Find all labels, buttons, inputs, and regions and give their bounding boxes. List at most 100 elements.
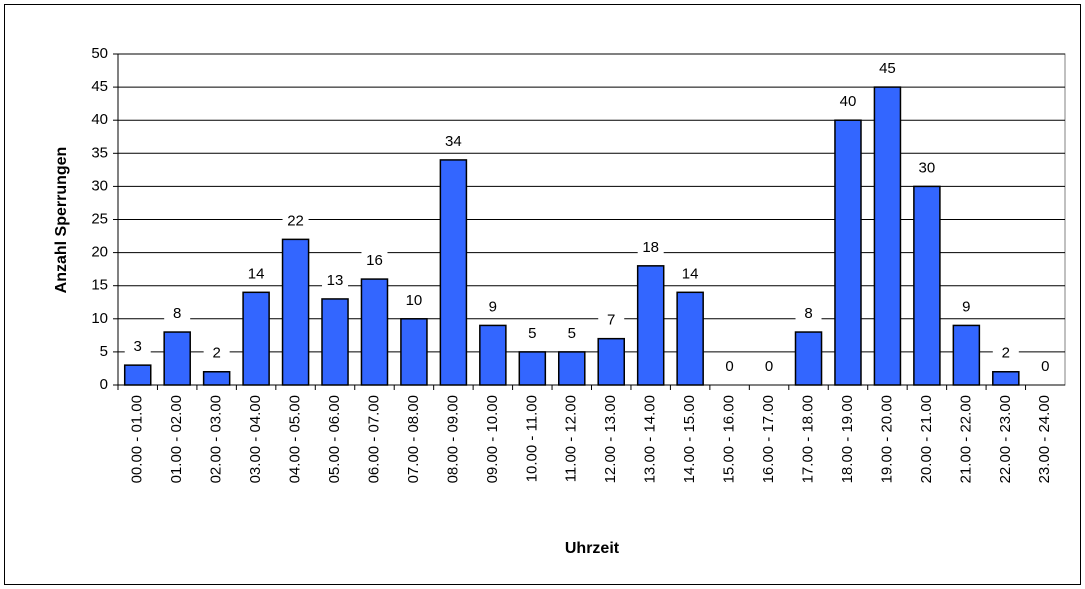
y-tick-label: 40 <box>91 111 108 128</box>
data-label-bg <box>282 211 309 232</box>
y-tick-label: 10 <box>91 310 108 327</box>
data-label: 5 <box>528 325 536 342</box>
data-label: 0 <box>765 358 773 375</box>
data-label-bg <box>164 304 191 325</box>
data-label-bg <box>874 59 901 80</box>
data-label: 2 <box>1002 345 1010 362</box>
data-label-bg <box>440 131 467 152</box>
data-label-bg <box>637 237 664 258</box>
data-label: 9 <box>489 298 497 315</box>
y-tick-label: 25 <box>91 210 108 227</box>
bar <box>281 238 310 386</box>
data-label-bg <box>598 310 625 331</box>
data-label: 30 <box>919 159 936 176</box>
x-tick-label: 09.00 - 10.00 <box>484 395 501 483</box>
x-tick-label: 13.00 - 14.00 <box>642 395 659 483</box>
data-label: 22 <box>287 212 304 229</box>
bar <box>123 364 152 386</box>
data-label: 10 <box>406 292 423 309</box>
bar <box>992 371 1020 386</box>
x-tick-label: 14.00 - 15.00 <box>681 395 698 483</box>
y-tick-label: 5 <box>100 343 108 360</box>
y-tick-label: 50 <box>91 45 108 62</box>
data-label: 8 <box>804 305 812 322</box>
data-label: 14 <box>682 265 699 282</box>
x-tick-label: 20.00 - 21.00 <box>918 395 935 483</box>
bar <box>676 291 704 386</box>
x-tick-label: 16.00 - 17.00 <box>760 395 777 483</box>
data-label: 7 <box>607 312 615 329</box>
bar <box>557 351 586 386</box>
bar <box>636 265 665 386</box>
data-label-bg <box>400 290 427 311</box>
bar <box>360 278 389 386</box>
bar <box>400 318 428 386</box>
x-tick-label: 02.00 - 03.00 <box>208 395 225 483</box>
x-tick-label: 06.00 - 07.00 <box>365 395 382 483</box>
data-label-bg <box>519 323 546 344</box>
data-label-bg <box>992 343 1019 364</box>
bar <box>794 331 823 386</box>
x-tick-label: 05.00 - 06.00 <box>326 395 343 483</box>
y-tick-label: 0 <box>100 376 108 393</box>
data-label-bg <box>124 337 151 358</box>
x-axis-title: Uhrzeit <box>565 540 620 557</box>
bar <box>913 185 941 386</box>
data-label: 45 <box>879 60 896 77</box>
data-label-bg <box>322 270 349 291</box>
x-tick-label: 18.00 - 19.00 <box>839 395 856 483</box>
data-label: 34 <box>445 133 462 150</box>
data-label: 0 <box>1041 358 1049 375</box>
data-label: 9 <box>962 298 970 315</box>
data-label-bg <box>361 251 388 272</box>
x-tick-label: 04.00 - 05.00 <box>287 395 304 483</box>
x-tick-label: 23.00 - 24.00 <box>1036 395 1053 483</box>
x-tick-label: 08.00 - 09.00 <box>444 395 461 483</box>
x-tick-label: 11.00 - 12.00 <box>563 395 580 482</box>
bar <box>597 337 626 386</box>
y-axis-title: Anzahl Sperrungen <box>53 147 70 294</box>
x-tick-label: 00.00 - 01.00 <box>129 395 146 483</box>
bar <box>518 351 547 386</box>
data-label-bg <box>834 92 861 113</box>
x-tick-label: 17.00 - 18.00 <box>799 395 816 483</box>
bar <box>242 291 270 386</box>
data-label: 5 <box>568 325 576 342</box>
x-tick-label: 15.00 - 16.00 <box>721 395 738 483</box>
bar <box>834 119 862 386</box>
data-label: 2 <box>212 345 220 362</box>
y-tick-label: 15 <box>91 277 108 294</box>
x-tick-label: 10.00 - 11.00 <box>523 395 540 482</box>
bar <box>321 298 349 386</box>
x-tick-label: 21.00 - 22.00 <box>957 395 974 483</box>
x-tick-label: 19.00 - 20.00 <box>878 395 895 483</box>
bar <box>873 86 902 386</box>
data-label-bg <box>716 357 743 377</box>
data-label: 40 <box>840 93 857 110</box>
data-label-bg <box>243 264 270 285</box>
y-tick-label: 30 <box>91 177 108 194</box>
y-tick-label: 20 <box>91 244 108 261</box>
data-label-bg <box>913 158 940 179</box>
data-label: 16 <box>366 252 383 269</box>
y-tick-label: 35 <box>91 144 108 161</box>
data-label: 8 <box>173 305 181 322</box>
x-tick-label: 12.00 - 13.00 <box>602 395 619 483</box>
bar <box>439 159 468 386</box>
data-label-bg <box>953 297 980 318</box>
x-tick-label: 07.00 - 08.00 <box>405 395 422 483</box>
data-label-bg <box>756 357 783 377</box>
data-label: 13 <box>327 272 344 289</box>
bar <box>163 331 191 386</box>
data-label-bg <box>795 304 822 325</box>
bar <box>479 324 507 386</box>
data-label-bg <box>558 323 585 344</box>
data-label-bg <box>677 264 704 285</box>
y-tick-label: 45 <box>91 78 108 95</box>
bar <box>952 324 981 386</box>
bar <box>202 371 231 386</box>
data-label: 18 <box>642 239 659 256</box>
x-tick-label: 01.00 - 02.00 <box>168 395 185 483</box>
x-tick-label: 22.00 - 23.00 <box>997 395 1014 483</box>
